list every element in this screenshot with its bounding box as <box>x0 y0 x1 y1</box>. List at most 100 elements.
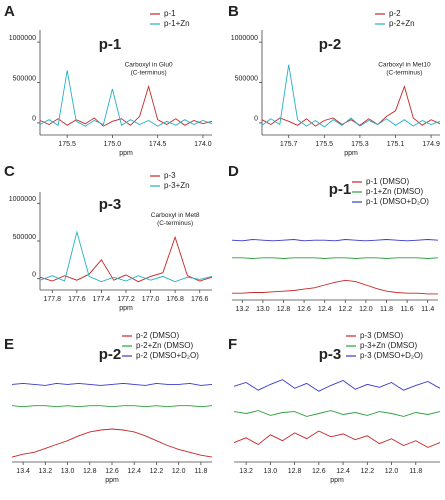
panel-label: B <box>228 3 239 20</box>
legend-label: p-3+Zn <box>164 181 190 190</box>
x-tick-label: 13.2 <box>39 468 53 475</box>
panel-label: C <box>4 163 15 180</box>
spectrum-line <box>39 235 213 283</box>
x-tick-label: 12.2 <box>150 468 164 475</box>
panel-title: p-3 <box>319 346 342 363</box>
spectrum-line <box>232 279 438 295</box>
x-tick-label: 174.9 <box>422 141 440 148</box>
x-tick-label: 12.2 <box>360 468 374 475</box>
annotation: Carboxyl in Met10 <box>378 61 431 68</box>
panel-label: A <box>4 3 15 20</box>
x-tick-label: 177.0 <box>142 296 160 303</box>
panel-title: p-1 <box>99 36 122 53</box>
panel-title: p-1 <box>329 181 352 198</box>
chart-panel: Cp-3 0 500000 1000000 177.8 177.6 177.4 177.2 17… <box>4 163 213 312</box>
annotation: (C-terminus) <box>386 69 422 76</box>
panel-label: F <box>228 336 237 353</box>
spectrum-line <box>233 410 441 417</box>
legend-label: p-2 (DMSO+D₂O) <box>136 351 199 360</box>
x-tick-label: 13.2 <box>239 468 253 475</box>
x-tick-label: 12.6 <box>105 468 119 475</box>
spectrum-line <box>233 379 441 392</box>
y-tick-label: 1000000 <box>9 196 36 203</box>
chart-panel: Dp-1 13.2 13.0 12.8 12.6 12.4 12.2 12.0 11.8 11.6… <box>228 163 439 313</box>
panel-label: E <box>4 336 14 353</box>
annotation: Carboxyl in Met8 <box>151 212 200 219</box>
y-tick-label: 1000000 <box>9 35 36 42</box>
x-tick-label: 12.0 <box>359 306 373 313</box>
x-tick-label: 174.0 <box>194 141 212 148</box>
x-tick-label: 12.0 <box>385 468 399 475</box>
legend-label: p-1+Zn (DMSO) <box>366 187 423 196</box>
legend-label: p-3 (DMSO+D₂O) <box>360 351 423 360</box>
x-tick-label: 12.2 <box>338 306 352 313</box>
x-tick-label: 177.4 <box>93 296 111 303</box>
legend-label: p-1+Zn <box>164 19 190 28</box>
y-tick-label: 0 <box>32 116 36 123</box>
y-tick-label: 0 <box>32 272 36 279</box>
x-axis-label: ppm <box>119 150 133 157</box>
spectrum-line <box>39 230 213 283</box>
panel-label: D <box>228 163 239 180</box>
x-tick-label: 12.4 <box>318 306 332 313</box>
x-tick-label: 12.8 <box>277 306 291 313</box>
x-tick-label: 12.8 <box>288 468 302 475</box>
spectrum-line <box>11 428 213 458</box>
x-axis-label: ppm <box>119 305 133 312</box>
x-tick-label: 176.8 <box>166 296 184 303</box>
chart-panel: Bp-2 0 500000 1000000 175.7 175.5 175.3 175.1 17… <box>228 3 441 157</box>
chart-panel: Ep-2 13.4 13.2 13.0 12.8 12.6 12.4 12.2 12.0 11.8… <box>4 331 213 484</box>
x-tick-label: 175.0 <box>104 141 122 148</box>
x-tick-label: 12.6 <box>297 306 311 313</box>
spectrum-line <box>39 70 213 127</box>
legend-label: p-2+Zn <box>389 19 415 28</box>
legend-label: p-1 (DMSO) <box>366 177 409 186</box>
x-tick-label: 177.6 <box>68 296 86 303</box>
x-tick-label: 11.4 <box>421 306 434 313</box>
legend-label: p-2+Zn (DMSO) <box>136 341 193 350</box>
x-axis-label: ppm <box>105 477 119 484</box>
y-tick-label: 500000 <box>13 234 36 241</box>
spectrum-line <box>233 430 441 448</box>
spectrum-line <box>231 239 439 242</box>
annotation: Carboxyl in Glu0 <box>125 61 173 68</box>
x-tick-label: 11.6 <box>401 306 414 313</box>
x-tick-label: 11.8 <box>409 468 422 475</box>
chart-panel: Fp-3 13.2 13.0 12.8 12.6 12.4 12.2 12.0 11.8 ppm p… <box>228 331 441 484</box>
x-tick-label: 12.6 <box>312 468 326 475</box>
legend-label: p-3 <box>164 171 176 180</box>
spectrum-line <box>261 64 441 128</box>
y-tick-label: 500000 <box>235 75 258 82</box>
x-tick-label: 11.8 <box>194 468 207 475</box>
spectrum-line <box>11 382 213 386</box>
x-axis-label: ppm <box>330 477 344 484</box>
legend-label: p-3+Zn (DMSO) <box>360 341 417 350</box>
x-tick-label: 175.7 <box>280 141 298 148</box>
annotation: (C-terminus) <box>157 220 193 227</box>
x-tick-label: 11.8 <box>380 306 393 313</box>
x-tick-label: 175.3 <box>351 141 369 148</box>
x-tick-label: 176.6 <box>191 296 209 303</box>
x-tick-label: 12.4 <box>127 468 141 475</box>
y-tick-label: 0 <box>254 116 258 123</box>
x-tick-label: 175.5 <box>316 141 334 148</box>
x-tick-label: 177.8 <box>44 296 62 303</box>
x-tick-label: 13.0 <box>61 468 75 475</box>
x-tick-label: 13.0 <box>256 306 270 313</box>
spectrum-line <box>11 405 213 408</box>
x-axis-label: ppm <box>344 150 358 157</box>
x-tick-label: 174.5 <box>149 141 167 148</box>
x-tick-label: 12.4 <box>336 468 350 475</box>
x-tick-label: 177.2 <box>117 296 135 303</box>
x-tick-label: 175.1 <box>387 141 405 148</box>
annotation: (C-terminus) <box>131 69 167 76</box>
y-tick-label: 1000000 <box>231 35 258 42</box>
legend-label: p-3 (DMSO) <box>360 331 403 340</box>
spectrum-line <box>261 85 441 127</box>
chart-panel: Ap-1 0 500000 1000000 175.5 175.0 174.5 174.0 pp… <box>4 3 213 157</box>
panel-title: p-2 <box>99 346 122 363</box>
x-tick-label: 13.2 <box>235 306 249 313</box>
y-tick-label: 500000 <box>13 75 36 82</box>
legend-label: p-2 <box>389 9 401 18</box>
